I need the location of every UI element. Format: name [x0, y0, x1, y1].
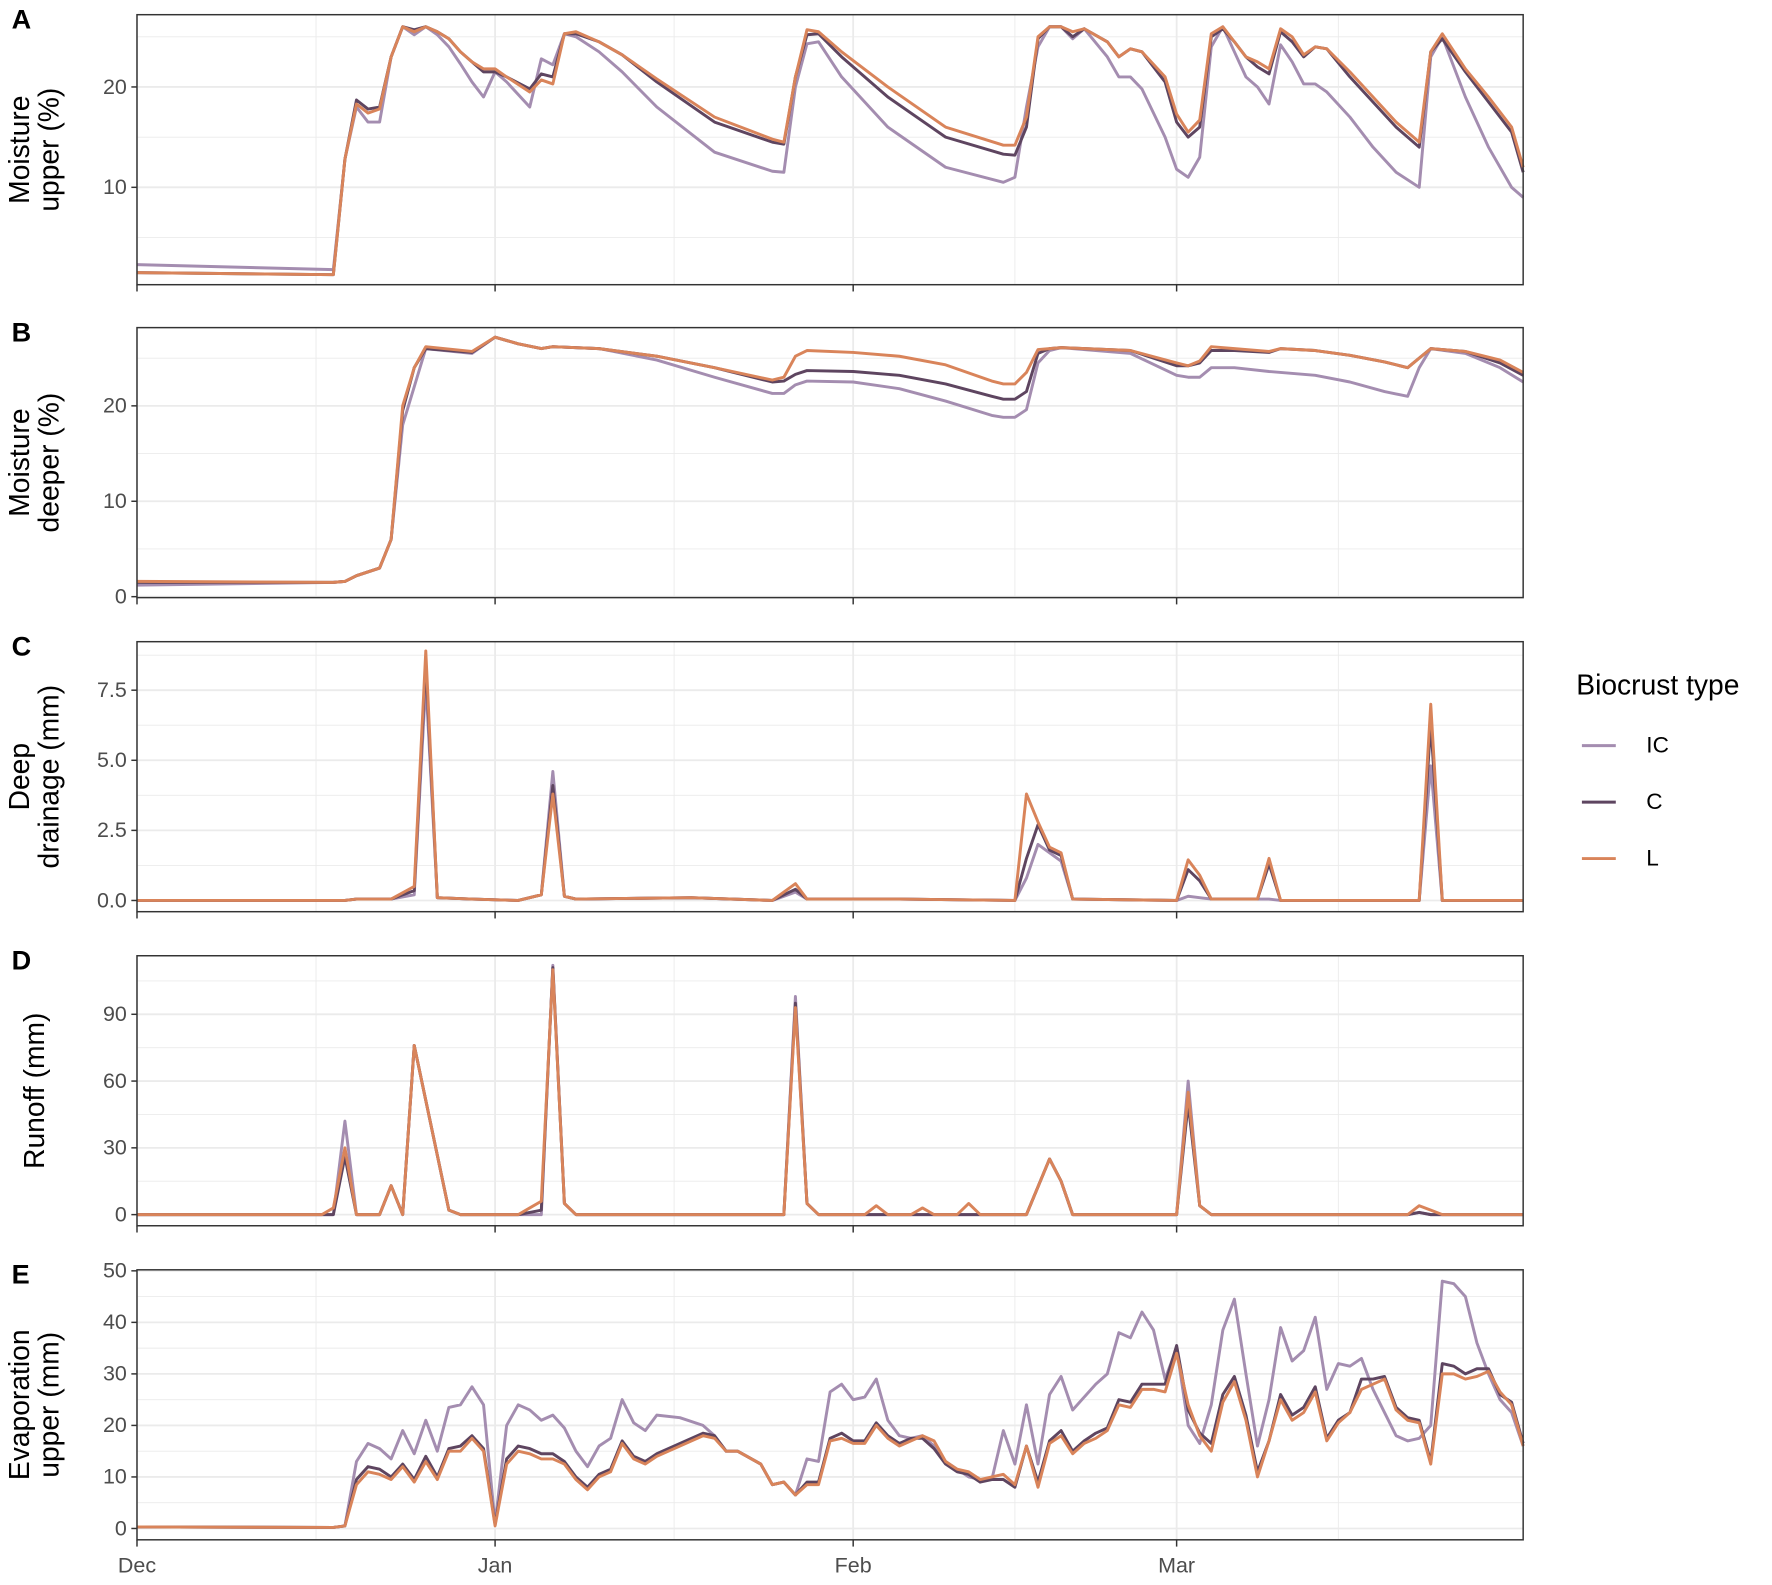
panel-background	[136, 327, 1524, 598]
panel-border	[136, 955, 1524, 1227]
series-line	[136, 25, 1525, 277]
x-tick-label: Dec	[118, 1554, 156, 1578]
y-tick-label: 40	[103, 1310, 127, 1334]
panel-tag: B	[12, 317, 32, 348]
legend-title: Biocrust type	[1576, 668, 1739, 700]
legend-label: L	[1646, 846, 1659, 871]
y-axis-label: Runoff (mm)	[18, 1013, 50, 1169]
panel-tag: E	[12, 1259, 30, 1290]
y-tick-label: 10	[103, 489, 127, 513]
y-axis-label: upper (%)	[33, 88, 65, 212]
panel-background	[136, 955, 1524, 1226]
y-tick-label: 0	[115, 584, 127, 608]
series-line	[136, 335, 1524, 587]
y-tick-label: 20	[103, 75, 127, 99]
y-tick-label: 90	[103, 1002, 127, 1026]
legend-label: C	[1646, 789, 1662, 814]
y-tick-label: 60	[103, 1069, 127, 1093]
x-tick-label: Jan	[478, 1554, 513, 1578]
series-line	[136, 968, 1524, 1217]
y-axis-label: drainage (mm)	[33, 685, 65, 869]
y-tick-label: 0	[115, 1202, 127, 1226]
y-tick-label: 2.5	[97, 818, 127, 842]
x-tick-label: Feb	[835, 1554, 872, 1578]
y-axis-label: Deep	[3, 743, 35, 811]
y-tick-label: 30	[103, 1136, 127, 1160]
y-tick-label: 0.0	[97, 888, 127, 912]
y-tick-label: 7.5	[97, 678, 127, 702]
panel-tag: D	[12, 945, 32, 976]
panel-tag: A	[12, 4, 32, 35]
panel-tag: C	[12, 631, 32, 662]
panel-border	[136, 326, 1524, 599]
y-tick-label: 30	[103, 1362, 127, 1386]
y-tick-label: 20	[103, 1413, 127, 1437]
y-tick-label: 20	[103, 394, 127, 418]
panel-border	[136, 13, 1524, 286]
y-axis-label: Moisture	[3, 96, 35, 204]
panel-background	[136, 641, 1524, 912]
panel-border	[136, 640, 1524, 913]
y-axis-label: Moisture	[3, 408, 35, 516]
series-line	[136, 649, 1524, 902]
panel-border	[136, 1269, 1524, 1541]
y-axis-label: Evaporation	[3, 1329, 35, 1480]
y-tick-label: 10	[103, 1465, 127, 1489]
series-line	[136, 25, 1525, 272]
series-line	[136, 335, 1524, 584]
series-line	[136, 1351, 1525, 1529]
y-tick-label: 0	[115, 1516, 127, 1540]
y-tick-label: 50	[103, 1259, 127, 1283]
legend-label: IC	[1646, 733, 1669, 758]
y-tick-label: 5.0	[97, 748, 127, 772]
x-tick-label: Mar	[1158, 1554, 1195, 1578]
y-axis-label: upper (mm)	[33, 1332, 65, 1478]
y-tick-label: 10	[103, 175, 127, 199]
y-axis-label: deeper (%)	[33, 393, 65, 533]
panel-background	[136, 14, 1524, 285]
panel-background	[136, 1269, 1524, 1540]
